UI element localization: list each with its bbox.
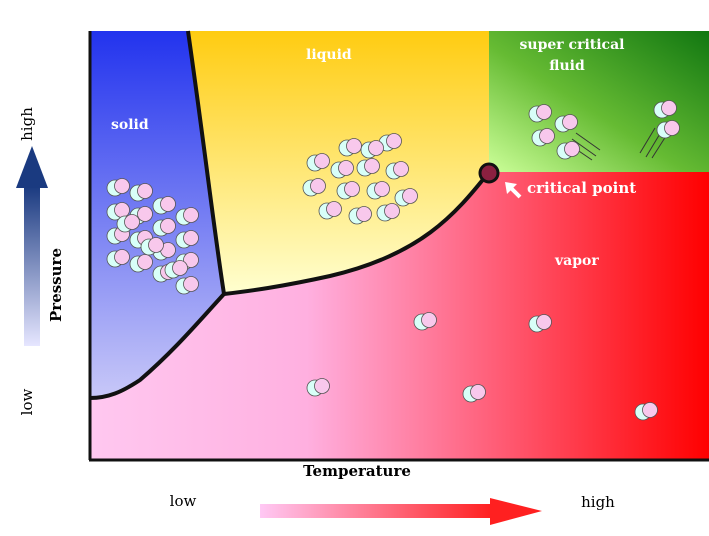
- temperature-arrow-icon: [260, 498, 542, 525]
- x-high-label: high: [581, 493, 615, 511]
- y-axis-label: Pressure: [47, 248, 65, 322]
- x-axis-label: Temperature: [303, 462, 411, 480]
- liquid-label: liquid: [306, 47, 352, 63]
- solid-region: [90, 31, 224, 398]
- solid-vapor-boundary: [89, 292, 226, 400]
- x-low-label: low: [170, 492, 197, 510]
- y-low-label: low: [18, 389, 36, 416]
- supercritical-label-line2: fluid: [549, 58, 585, 74]
- vapor-label: vapor: [554, 253, 599, 269]
- supercritical-label-line1: super critical: [520, 37, 625, 53]
- critical-point-arrow-icon: [505, 182, 522, 199]
- supercritical-molecules: [528, 100, 680, 161]
- y-high-label: high: [18, 107, 36, 141]
- critical-point-label: critical point: [527, 179, 636, 197]
- critical-point-marker: [478, 162, 500, 184]
- pressure-arrow-icon: [16, 146, 48, 346]
- liquid-vapor-boundary: [223, 170, 491, 296]
- solid-liquid-boundary: [186, 30, 226, 295]
- solid-label: solid: [111, 117, 149, 133]
